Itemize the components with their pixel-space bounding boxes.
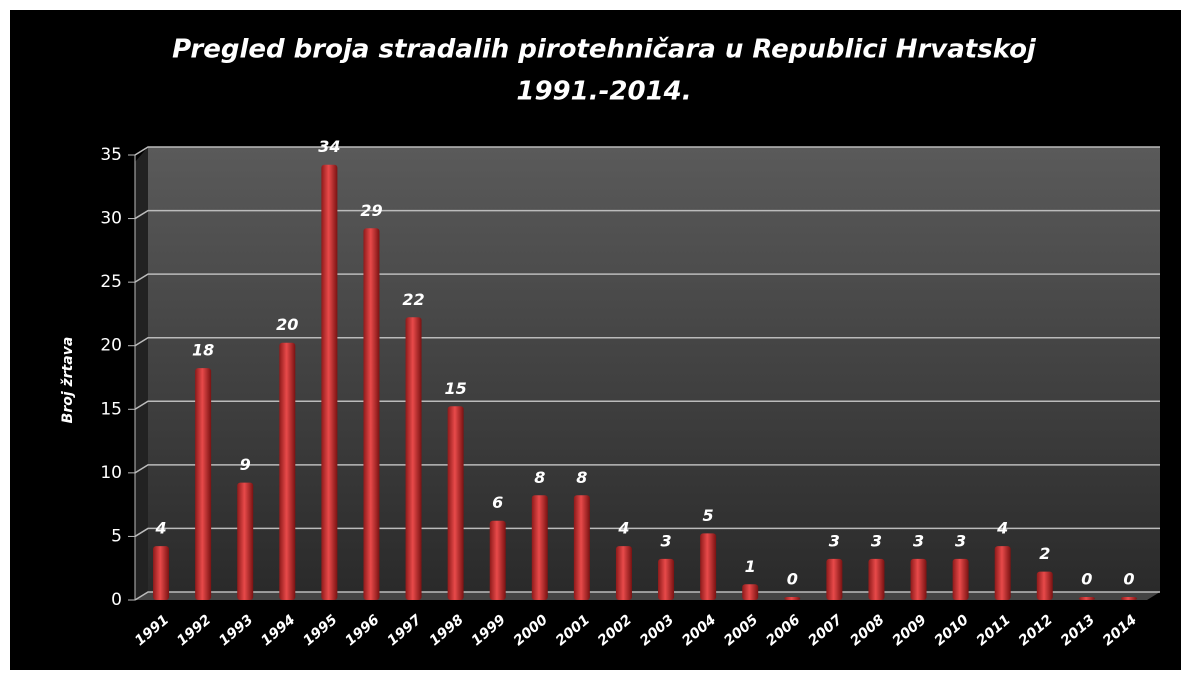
grid-line	[134, 591, 1160, 601]
y-tick-label: 30	[100, 209, 122, 229]
floor	[135, 592, 1160, 600]
bar	[321, 164, 338, 600]
value-label: 8	[576, 468, 587, 487]
bar	[279, 342, 296, 600]
value-label: 20	[276, 315, 298, 334]
value-label: 4	[996, 519, 1008, 538]
y-tick-label: 10	[100, 463, 122, 483]
grid-line	[134, 527, 1160, 538]
grid-line	[134, 273, 1160, 283]
bar	[868, 558, 885, 600]
value-label: 29	[360, 201, 382, 220]
bar	[952, 558, 969, 600]
bar	[1120, 597, 1137, 600]
bar	[700, 533, 717, 600]
bar	[489, 520, 506, 600]
value-label: 0	[787, 570, 798, 589]
bar	[910, 558, 927, 600]
bar	[405, 317, 422, 600]
chart-title: Pregled broja stradalih pirotehničara u …	[172, 35, 1037, 65]
bar	[153, 546, 170, 600]
chart-title: 1991.-2014.	[516, 77, 691, 107]
grid-line	[134, 336, 1160, 347]
y-tick-label: 20	[100, 336, 122, 356]
value-label: 3	[913, 531, 924, 550]
value-label: 4	[154, 519, 166, 538]
value-label: 3	[955, 531, 966, 550]
bar	[531, 495, 548, 600]
bar	[658, 558, 675, 600]
value-label: 2	[1039, 544, 1050, 563]
bar	[1036, 571, 1053, 600]
y-tick-label: 0	[111, 590, 122, 610]
value-label: 3	[871, 531, 882, 550]
bar	[237, 482, 254, 600]
value-label: 9	[240, 455, 251, 474]
side-wall	[135, 147, 148, 600]
bar	[573, 495, 590, 600]
value-label: 22	[402, 290, 424, 309]
value-label: 0	[1081, 570, 1092, 589]
value-label: 34	[318, 137, 340, 156]
bar	[742, 584, 759, 600]
grid-line	[134, 400, 1160, 410]
value-label: 0	[1123, 570, 1134, 589]
y-tick-label: 15	[100, 399, 122, 419]
value-label: 5	[703, 506, 714, 525]
value-label: 6	[492, 493, 503, 512]
bar	[447, 406, 464, 600]
bar	[994, 546, 1011, 600]
bar	[826, 558, 843, 600]
y-tick-label: 25	[100, 272, 122, 292]
bar	[615, 546, 632, 600]
value-label: 4	[617, 519, 629, 538]
y-axis-label: Broj žrtava	[60, 337, 76, 424]
value-label: 3	[829, 531, 840, 550]
y-tick-label: 5	[111, 526, 122, 546]
value-label: 3	[660, 531, 671, 550]
y-tick-label: 35	[100, 145, 122, 165]
bar	[363, 228, 380, 601]
value-label: 18	[192, 341, 214, 360]
bar	[195, 368, 212, 600]
back-wall	[148, 147, 1160, 592]
grid-line	[134, 146, 1160, 156]
bar	[1078, 597, 1095, 600]
value-label: 8	[534, 468, 545, 487]
value-label: 1	[745, 557, 756, 576]
grid-line	[134, 464, 1160, 474]
value-label: 15	[444, 379, 466, 398]
grid-line	[134, 209, 1160, 220]
bar	[784, 597, 801, 600]
